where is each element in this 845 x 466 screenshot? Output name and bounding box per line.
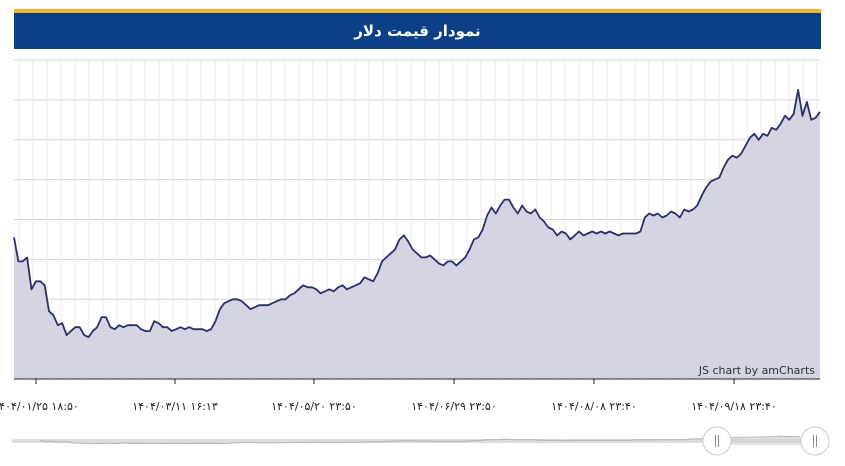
scrollbar-selection[interactable] (717, 437, 815, 445)
x-tick-label: ۱۴۰۴/۰۶/۲۹ ۲۳:۵۰ (411, 400, 497, 413)
scrollbar-handle-left[interactable] (702, 426, 732, 456)
scrollbar-preview (39, 435, 801, 445)
x-tick-label: ۱۴۰۴/۰۱/۲۵ ۱۸:۵۰ (0, 400, 79, 413)
chart-title: نمودار قیمت دلار (354, 22, 481, 40)
chart-credit[interactable]: JS chart by amCharts (698, 364, 815, 377)
x-tick-label: ۱۴۰۴/۰۵/۲۰ ۲۳:۵۰ (271, 400, 357, 413)
x-tick-label: ۱۴۰۴/۰۳/۱۱ ۱۶:۱۳ (132, 400, 218, 413)
x-tick-label: ۱۴۰۴/۰۸/۰۸ ۲۳:۴۰ (551, 400, 637, 413)
header-accent-bar (14, 9, 821, 13)
x-axis-ticks: ۱۴۰۴/۰۱/۲۵ ۱۸:۵۰ ۱۴۰۴/۰۳/۱۱ ۱۶:۱۳ ۱۴۰۴/۰۵/… (0, 379, 777, 413)
scrollbar[interactable] (12, 426, 830, 456)
price-area (14, 89, 820, 380)
chart-header: نمودار قیمت دلار (14, 13, 821, 49)
x-tick-label: ۱۴۰۴/۰۹/۱۸ ۲۳:۴۰ (691, 400, 777, 413)
scrollbar-handle-right[interactable] (800, 426, 830, 456)
price-line (13, 89, 821, 338)
